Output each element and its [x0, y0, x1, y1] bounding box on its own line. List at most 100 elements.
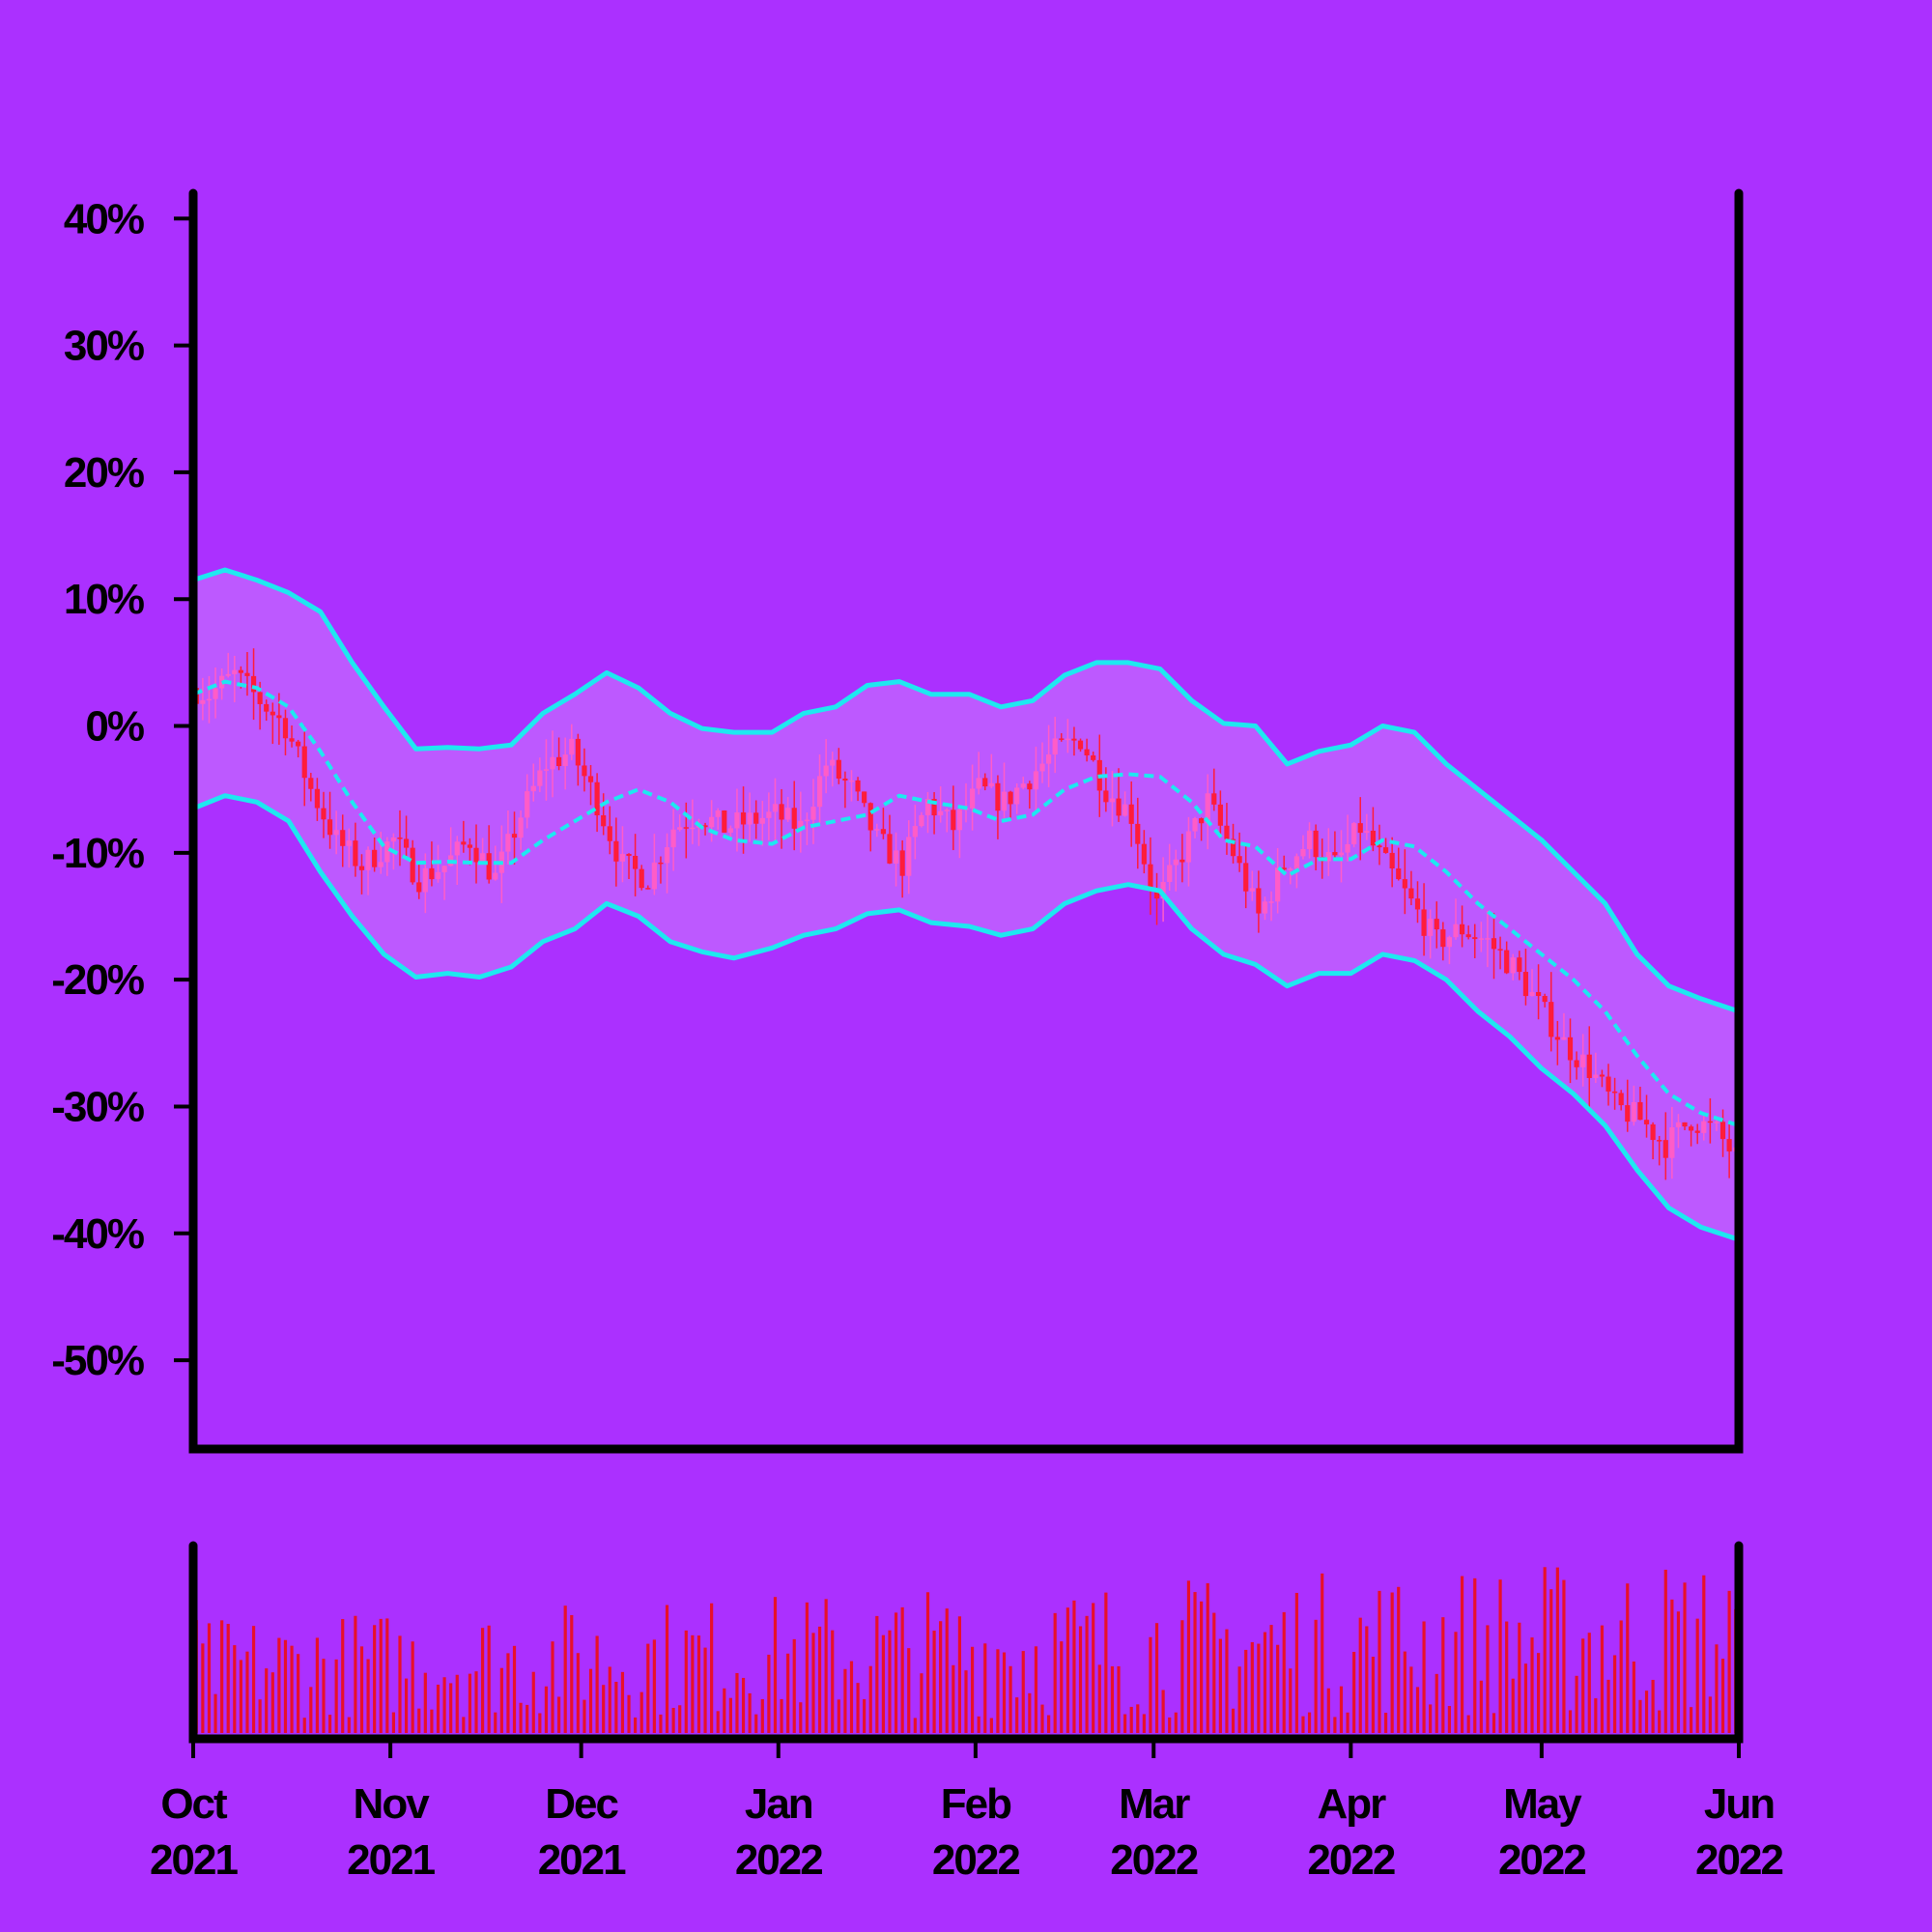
candle	[1313, 824, 1319, 870]
candle-body	[931, 799, 937, 816]
candle-body	[880, 829, 887, 835]
volume-bar	[691, 1634, 695, 1733]
candle	[664, 833, 670, 894]
candle-body	[314, 788, 320, 809]
candle-body	[690, 827, 696, 830]
candle-body	[289, 738, 295, 742]
x-tick-month: Nov	[354, 1780, 431, 1828]
x-tick-year: 2022	[1695, 1836, 1782, 1884]
candle	[1637, 1086, 1643, 1121]
candle	[530, 763, 536, 802]
volume-bar	[538, 1713, 542, 1733]
candle	[1382, 838, 1389, 854]
volume-bar	[265, 1668, 269, 1733]
candle-body	[378, 862, 384, 867]
x-tick-month: Feb	[941, 1780, 1011, 1828]
volume-bar	[894, 1612, 898, 1733]
candle	[1020, 777, 1026, 790]
candle	[836, 748, 841, 784]
volume-bar	[1021, 1651, 1025, 1733]
volume-bar	[201, 1643, 205, 1733]
candle	[1199, 817, 1205, 841]
candle	[594, 773, 600, 833]
candle	[1224, 803, 1230, 855]
candle	[1059, 733, 1065, 742]
candle	[1249, 870, 1255, 901]
candle-body	[1243, 863, 1249, 892]
volume-bar	[1600, 1625, 1605, 1733]
volume-bar	[442, 1677, 446, 1733]
volume-bar	[213, 1693, 217, 1733]
candle-body	[257, 692, 263, 704]
volume-bar	[519, 1702, 523, 1733]
volume-bar	[1097, 1664, 1101, 1733]
volume-bar	[1486, 1625, 1490, 1733]
candle	[1262, 896, 1268, 921]
volume-bar	[602, 1685, 606, 1733]
candle-body	[1701, 1121, 1707, 1133]
bollinger-band	[193, 570, 1739, 1240]
candle-body	[830, 759, 836, 766]
candle-body	[1440, 929, 1446, 948]
candle-body	[1173, 859, 1179, 866]
candle-body	[1167, 865, 1173, 882]
candle-body	[1230, 838, 1236, 857]
candle-body	[1001, 791, 1008, 811]
candle-body	[823, 765, 829, 777]
candle-body	[1561, 1037, 1567, 1040]
candle-body	[410, 847, 415, 883]
volume-bar	[1505, 1621, 1509, 1733]
volume-bar	[627, 1694, 631, 1733]
candle	[1510, 953, 1516, 980]
volume-bar	[735, 1672, 739, 1733]
volume-bar	[1644, 1690, 1649, 1733]
candle	[1148, 837, 1153, 915]
candle	[340, 814, 346, 867]
candle	[874, 823, 880, 838]
candle-body	[1599, 1074, 1605, 1077]
candle-body	[556, 756, 562, 767]
volume-bar	[1575, 1675, 1578, 1733]
volume-bar	[780, 1698, 783, 1733]
x-tick-year: 2022	[932, 1836, 1019, 1884]
volume-bar	[1117, 1665, 1121, 1733]
volume-bar	[430, 1709, 434, 1733]
volume-bar	[1613, 1655, 1617, 1733]
volume-bar	[1193, 1592, 1197, 1733]
candle	[321, 791, 327, 838]
candle	[645, 885, 651, 890]
candle	[1052, 717, 1058, 774]
x-tick-month: Oct	[160, 1780, 228, 1828]
candle	[1039, 742, 1045, 783]
candle	[582, 748, 587, 792]
volume-bar	[1403, 1651, 1406, 1733]
candle-body	[734, 812, 740, 829]
candle	[1243, 844, 1249, 909]
volume-bar	[487, 1625, 491, 1733]
candle-body	[899, 850, 905, 876]
candle	[511, 811, 518, 865]
candle-body	[702, 825, 708, 828]
volume-bar	[226, 1624, 230, 1733]
candle	[1434, 901, 1439, 949]
candle	[1027, 781, 1033, 810]
candle	[1459, 905, 1465, 948]
volume-bar	[925, 1592, 930, 1733]
volume-bar	[1670, 1599, 1674, 1733]
candle-body	[1236, 856, 1242, 864]
volume-bar	[849, 1661, 854, 1733]
x-axis: Oct 2021 Nov 2021 Dec 2021 Jan 2022 Feb 2022 Mar 20…	[150, 1739, 1784, 1884]
volume-bar	[1530, 1637, 1534, 1733]
volume-bar	[1065, 1607, 1069, 1733]
volume-bar	[1371, 1657, 1375, 1733]
volume-bar	[1301, 1716, 1305, 1733]
candle-body	[1071, 738, 1077, 741]
x-tick-year: 2022	[1110, 1836, 1197, 1884]
candle	[1205, 774, 1210, 850]
volume-bar	[563, 1605, 567, 1733]
candle-body	[1325, 852, 1331, 862]
volume-bar	[1174, 1712, 1178, 1733]
candle	[753, 800, 759, 839]
volume-bar	[1072, 1600, 1076, 1733]
volume-bar	[417, 1708, 421, 1733]
